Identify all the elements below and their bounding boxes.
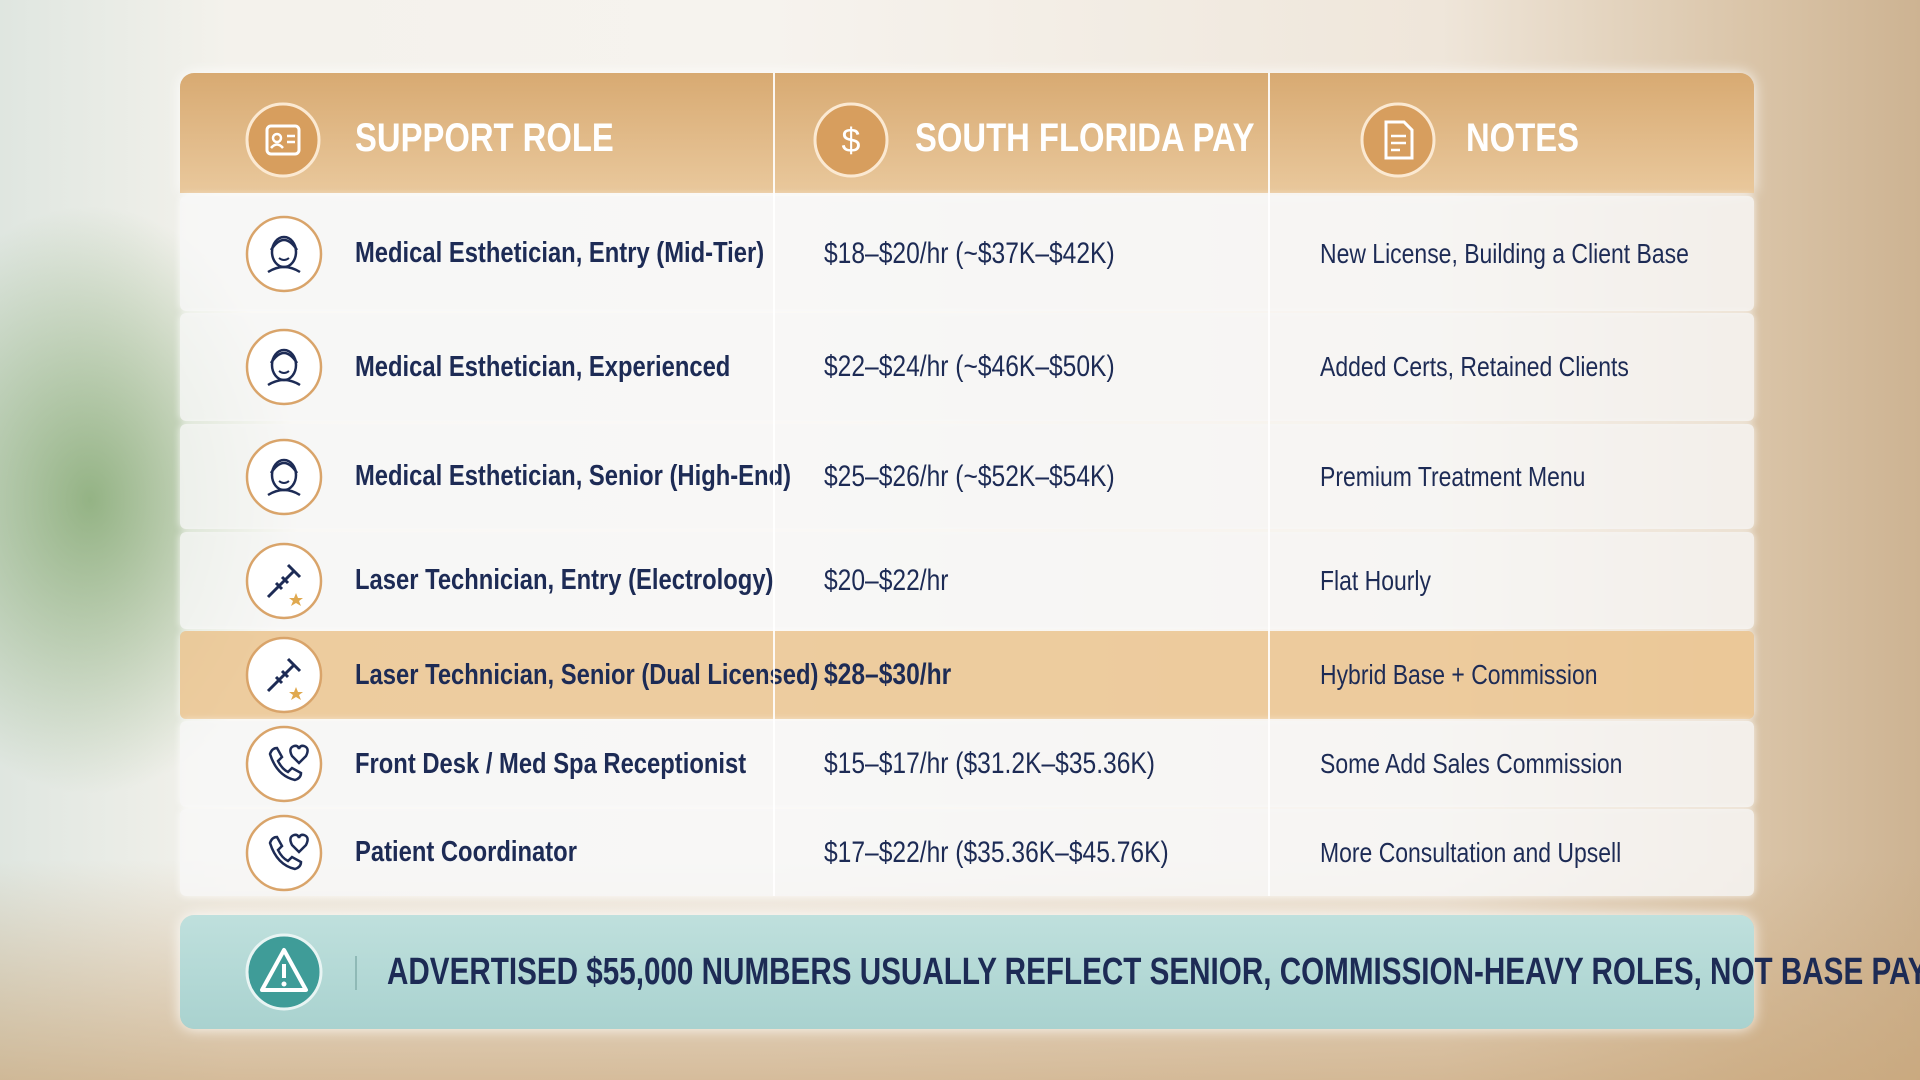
pay-range: $15–$17/hr ($31.2K–$35.36K) (824, 747, 1155, 780)
role-cell: Front Desk / Med Spa Receptionist (355, 721, 832, 807)
role-cell: Patient Coordinator (355, 809, 626, 896)
table-row (180, 631, 1754, 719)
role-cell: Medical Esthetician, Senior (High-End) (355, 424, 887, 529)
role-name: Medical Esthetician, Entry (Mid-Tier) (355, 237, 765, 269)
table-row (180, 424, 1754, 529)
role-cell: Medical Esthetician, Entry (Mid-Tier) (355, 196, 854, 311)
notes-cell: Added Certs, Retained Clients (1320, 313, 1697, 421)
notes-text: Flat Hourly (1320, 564, 1432, 596)
role-icon (245, 328, 323, 406)
notes-cell: New License, Building a Client Base (1320, 196, 1770, 311)
pay-cell: $18–$20/hr (~$37K–$42K) (824, 196, 1178, 311)
header-icon (245, 102, 321, 178)
table-row (180, 196, 1754, 311)
footer-note: ADVERTISED $55,000 NUMBERS USUALLY REFLE… (387, 950, 1920, 993)
footer-bar (180, 915, 1754, 1029)
notes-cell: Some Add Sales Commission (1320, 721, 1689, 807)
notes-text: Hybrid Base + Commission (1320, 659, 1598, 690)
notes-cell: More Consultation and Upsell (1320, 809, 1687, 896)
header-cell: SOUTH FLORIDA PAY (915, 83, 1329, 193)
role-name: Front Desk / Med Spa Receptionist (355, 747, 747, 780)
footer-note-cell: ADVERTISED $55,000 NUMBERS USUALLY REFLE… (387, 915, 1920, 1029)
column-header: NOTES (1466, 115, 1579, 160)
notes-text: Some Add Sales Commission (1320, 748, 1623, 779)
role-name: Laser Technician, Entry (Electrology) (355, 564, 774, 596)
footer-divider (355, 956, 357, 990)
table-row (180, 313, 1754, 421)
role-name: Medical Esthetician, Senior (High-End) (355, 460, 792, 492)
table-row (180, 532, 1754, 629)
notes-cell: Premium Treatment Menu (1320, 424, 1644, 529)
notes-cell: Flat Hourly (1320, 532, 1455, 629)
pay-range: $22–$24/hr (~$46K–$50K) (824, 350, 1115, 383)
warning-icon (245, 933, 323, 1011)
role-cell: Medical Esthetician, Experienced (355, 313, 813, 421)
role-icon (245, 636, 323, 714)
pay-cell: $17–$22/hr ($35.36K–$45.76K) (824, 809, 1244, 896)
role-icon (245, 438, 323, 515)
pay-cell: $15–$17/hr ($31.2K–$35.36K) (824, 721, 1228, 807)
pay-cell: $20–$22/hr (824, 532, 976, 629)
header-icon (1360, 102, 1436, 178)
pay-range: $25–$26/hr (~$52K–$54K) (824, 459, 1115, 493)
notes-text: Added Certs, Retained Clients (1320, 351, 1629, 382)
role-icon (245, 542, 323, 619)
pay-cell: $25–$26/hr (~$52K–$54K) (824, 424, 1178, 529)
pay-range: $20–$22/hr (824, 563, 949, 597)
notes-cell: Hybrid Base + Commission (1320, 631, 1658, 719)
column-header: SUPPORT ROLE (355, 115, 614, 160)
notes-text: New License, Building a Client Base (1320, 237, 1689, 269)
role-icon (245, 814, 323, 891)
role-name: Patient Coordinator (355, 836, 577, 868)
role-name: Medical Esthetician, Experienced (355, 350, 731, 383)
header-icon: $ (813, 102, 889, 178)
role-cell: Laser Technician, Entry (Electrology) (355, 532, 865, 629)
svg-text:$: $ (842, 122, 861, 160)
role-icon (245, 215, 323, 292)
header-divider (773, 73, 775, 896)
pay-range: $28–$30/hr (824, 658, 952, 691)
header-bar (180, 73, 1754, 193)
notes-text: Premium Treatment Menu (1320, 460, 1586, 492)
pay-range: $18–$20/hr (~$37K–$42K) (824, 236, 1115, 270)
role-name: Laser Technician, Senior (Dual Licensed) (355, 658, 819, 691)
header-divider (1268, 73, 1270, 896)
header-cell: NOTES (1466, 83, 1604, 193)
table-row (180, 809, 1754, 896)
pay-range: $17–$22/hr ($35.36K–$45.76K) (824, 835, 1169, 869)
notes-text: More Consultation and Upsell (1320, 836, 1622, 868)
pay-cell: $22–$24/hr (~$46K–$50K) (824, 313, 1178, 421)
role-icon (245, 725, 323, 803)
header-cell: SUPPORT ROLE (355, 83, 671, 193)
pay-cell: $28–$30/hr (824, 631, 979, 719)
role-cell: Laser Technician, Senior (Dual Licensed) (355, 631, 920, 719)
column-header: SOUTH FLORIDA PAY (915, 115, 1255, 160)
table-row (180, 721, 1754, 807)
